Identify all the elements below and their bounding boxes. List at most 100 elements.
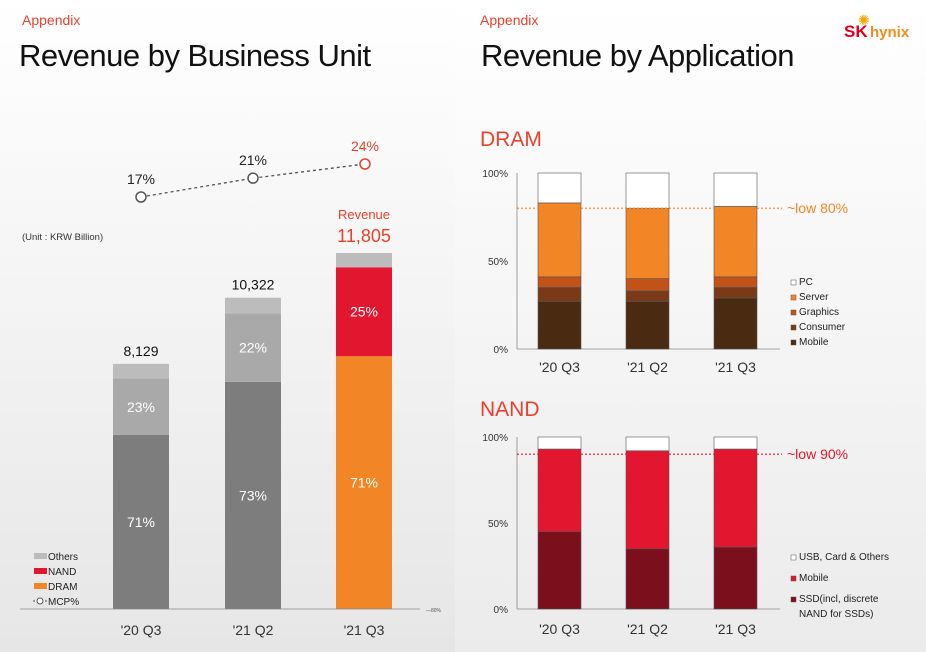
bar-graphics-1	[625, 278, 670, 292]
bar-server-2	[713, 206, 758, 278]
x-tick-label: '20 Q3	[121, 622, 162, 638]
legend-label: NAND for SSDs)	[799, 609, 873, 620]
y-tick-label: 100%	[482, 169, 508, 180]
y-tick-label: 100%	[482, 433, 508, 444]
mcp-point	[359, 158, 371, 170]
mcp-label: 17%	[127, 171, 155, 187]
data-label: 23%	[127, 399, 155, 415]
legend-swatch	[34, 568, 47, 574]
legend-label: USB, Card & Others	[799, 552, 889, 563]
legend-label: Mobile	[799, 573, 829, 584]
bar-nand-1	[225, 313, 281, 382]
legend-label: Consumer	[799, 322, 846, 333]
legend-swatch	[790, 324, 797, 331]
y-tick-label: 0%	[494, 605, 509, 616]
x-tick-label: '20 Q3	[539, 621, 580, 637]
bar-dram-1	[225, 381, 281, 609]
x-tick-label: '20 Q3	[539, 359, 580, 375]
legend-label: NAND	[48, 567, 76, 578]
legend-swatch	[790, 554, 797, 561]
logo-hynix-text: hynix	[870, 24, 910, 41]
bar-server-1	[625, 207, 670, 279]
logo-sk-text: SK	[844, 22, 868, 41]
legend-label: Graphics	[799, 307, 839, 318]
mcp-line	[140, 163, 366, 198]
total-label: 11,805	[337, 226, 391, 246]
x-tick-label: '21 Q3	[344, 622, 385, 638]
legend-swatch	[790, 294, 797, 301]
y-tick-label: 0%	[494, 345, 509, 356]
bar-ssd-1	[625, 548, 670, 610]
bar-mobile-1	[625, 450, 670, 550]
total-label: 8,129	[123, 343, 158, 359]
legend-swatch	[34, 583, 47, 589]
mcp-label: 21%	[239, 152, 267, 168]
bar-nand-0	[113, 378, 169, 435]
bar-usb-card-others-2	[713, 436, 758, 450]
right-panel	[455, 0, 926, 652]
legend-label: Others	[48, 552, 78, 563]
legend-label: PC	[799, 277, 813, 288]
bar-others-1	[225, 297, 281, 314]
bar-consumer-2	[713, 287, 758, 299]
bar-others-0	[113, 363, 169, 379]
legend-swatch	[790, 309, 797, 316]
x-tick-label: '21 Q3	[715, 621, 756, 637]
legend-label: Server	[799, 292, 829, 303]
mcp-point	[247, 172, 259, 184]
data-label: 25%	[350, 304, 378, 320]
bar-usb-card-others-1	[625, 436, 670, 452]
reference-label: ~low 90%	[787, 446, 848, 462]
bar-dram-0	[113, 434, 169, 609]
legend-label: MCP%	[48, 597, 79, 608]
data-label: 71%	[350, 475, 378, 491]
page-title-left: Revenue by Business Unit	[19, 38, 371, 73]
x-tick-label: '21 Q2	[627, 621, 668, 637]
revenue-label: Revenue	[338, 207, 390, 222]
sk-hynix-logo: ✺ SK hynix	[844, 12, 914, 48]
bar-mobile-2	[713, 448, 758, 548]
bar-ssd-0	[537, 531, 582, 610]
axis-note: —80%	[426, 608, 442, 614]
dram-section-title: DRAM	[480, 128, 542, 151]
reference-label: ~low 80%	[787, 200, 848, 216]
data-label: 71%	[127, 514, 155, 530]
x-tick-label: '21 Q2	[627, 359, 668, 375]
bar-mobile-1	[625, 301, 670, 350]
page-title-right: Revenue by Application	[481, 38, 795, 73]
unit-label: (Unit : KRW Billion)	[22, 232, 104, 243]
bar-ssd-2	[713, 546, 758, 610]
data-label: 73%	[239, 487, 267, 503]
legend-swatch	[790, 339, 797, 346]
mcp-label: 24%	[351, 138, 379, 154]
mcp-point	[135, 191, 147, 203]
appendix-label-right: Appendix	[480, 12, 539, 28]
bar-mobile-0	[537, 448, 582, 532]
bar-graphics-0	[537, 276, 582, 288]
legend-swatch	[34, 553, 47, 559]
legend-swatch	[790, 279, 797, 286]
x-tick-label: '21 Q3	[715, 359, 756, 375]
legend-label: SSD(incl, discrete	[799, 594, 879, 605]
bar-usb-card-others-0	[537, 436, 582, 450]
bar-nand-2	[336, 267, 392, 357]
nand-section-title: NAND	[480, 398, 540, 421]
x-tick-label: '21 Q2	[233, 622, 274, 638]
total-label: 10,322	[232, 277, 275, 293]
legend-swatch	[790, 575, 797, 582]
legend-label: Mobile	[799, 337, 829, 348]
y-tick-label: 50%	[488, 257, 508, 268]
data-label: 22%	[239, 340, 267, 356]
legend-label: DRAM	[48, 582, 77, 593]
bar-consumer-1	[625, 290, 670, 302]
bar-mobile-2	[713, 297, 758, 350]
bar-pc-0	[537, 172, 582, 204]
y-tick-label: 50%	[488, 519, 508, 530]
appendix-label-left: Appendix	[22, 12, 81, 28]
logo-burst-icon: ✺	[858, 12, 870, 28]
bar-server-0	[537, 202, 582, 278]
bar-dram-2	[336, 356, 392, 609]
bar-pc-1	[625, 172, 670, 209]
bar-pc-2	[713, 172, 758, 207]
